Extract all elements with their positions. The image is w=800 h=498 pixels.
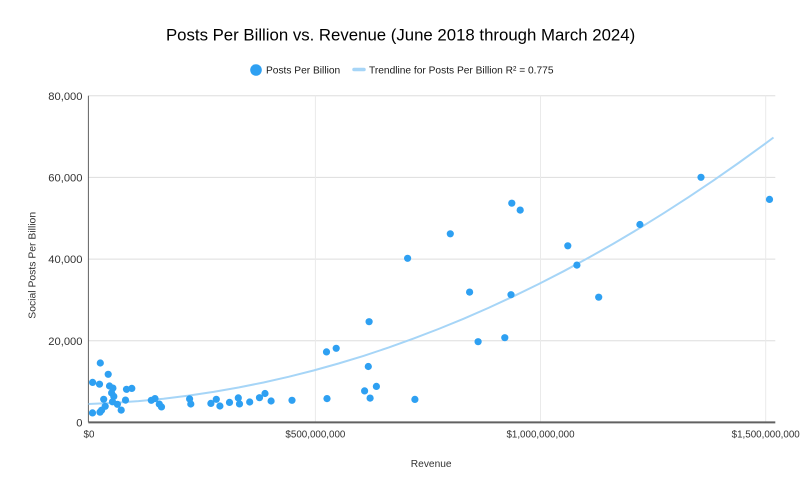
svg-text:20,000: 20,000 xyxy=(48,336,82,348)
svg-text:Posts Per Billion vs. Revenue: Posts Per Billion vs. Revenue (June 2018… xyxy=(166,26,635,45)
svg-text:$1,000,000,000: $1,000,000,000 xyxy=(506,429,575,440)
svg-text:$0: $0 xyxy=(84,429,95,440)
svg-text:Revenue: Revenue xyxy=(411,459,452,470)
svg-text:Trendline for Posts Per Billio: Trendline for Posts Per Billion R² = 0.7… xyxy=(369,66,554,77)
svg-text:Posts Per Billion: Posts Per Billion xyxy=(266,66,340,77)
svg-text:$1,500,000,000: $1,500,000,000 xyxy=(732,429,800,440)
svg-text:$500,000,000: $500,000,000 xyxy=(285,429,345,440)
svg-text:40,000: 40,000 xyxy=(48,254,82,266)
svg-text:0: 0 xyxy=(76,418,82,430)
svg-text:Social Posts Per Billion: Social Posts Per Billion xyxy=(28,212,39,319)
svg-text:60,000: 60,000 xyxy=(48,173,82,185)
svg-text:80,000: 80,000 xyxy=(48,91,82,103)
